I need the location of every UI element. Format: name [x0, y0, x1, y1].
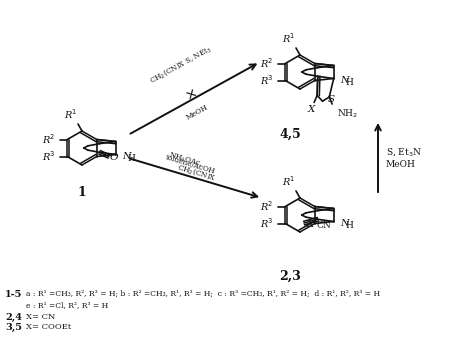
Text: a : R¹ =CH₃, R², R³ = H; b : R² =CH₃, R¹, R³ = H;  c : R³ =CH₃, R¹, R² = H;  d :: a : R¹ =CH₃, R², R³ = H; b : R² =CH₃, R¹…	[26, 290, 380, 298]
Text: X= CN: X= CN	[26, 313, 55, 321]
Text: O: O	[109, 153, 118, 162]
Text: H: H	[346, 78, 354, 87]
Text: 1: 1	[78, 186, 86, 199]
Text: NH$_4$OAc,: NH$_4$OAc,	[167, 150, 203, 170]
Text: CH$_2$(CN)X S, NEt$_3$: CH$_2$(CN)X S, NEt$_3$	[148, 43, 214, 86]
Text: H: H	[128, 154, 136, 163]
Text: R$^3$: R$^3$	[260, 73, 273, 87]
Text: H: H	[346, 221, 354, 230]
Text: NH$_2$: NH$_2$	[337, 107, 358, 120]
Text: R$^1$: R$^1$	[282, 174, 295, 188]
Text: S, Et$_3$N
MeOH: S, Et$_3$N MeOH	[386, 146, 422, 169]
Text: R$^3$: R$^3$	[42, 150, 55, 164]
Text: R$^1$: R$^1$	[64, 107, 77, 121]
Text: $\times$: $\times$	[182, 87, 200, 105]
Text: MeOH: MeOH	[184, 104, 210, 122]
Text: X: X	[308, 106, 315, 115]
Text: X= COOEt: X= COOEt	[26, 323, 71, 331]
Text: 2,4: 2,4	[5, 313, 22, 322]
Text: toluene/AcOH: toluene/AcOH	[164, 154, 216, 176]
Text: R$^2$: R$^2$	[260, 57, 273, 70]
Text: 2,3: 2,3	[279, 270, 301, 283]
Text: N: N	[340, 76, 348, 85]
Text: CN: CN	[316, 221, 331, 230]
Text: R$^2$: R$^2$	[42, 132, 55, 146]
Text: R$^3$: R$^3$	[260, 217, 273, 230]
Text: 4,5: 4,5	[279, 128, 301, 141]
Text: 1-5: 1-5	[5, 290, 22, 299]
Text: R$^1$: R$^1$	[282, 31, 295, 45]
Text: 3,5: 3,5	[5, 323, 22, 332]
Text: N: N	[122, 152, 130, 161]
Text: CH$_2$(CN)X: CH$_2$(CN)X	[176, 161, 218, 183]
Text: S: S	[328, 95, 335, 104]
Text: e : R¹ =Cl, R², R³ = H: e : R¹ =Cl, R², R³ = H	[26, 301, 108, 309]
Text: N: N	[340, 219, 348, 228]
Text: R$^2$: R$^2$	[260, 200, 273, 214]
Text: X: X	[306, 220, 314, 229]
